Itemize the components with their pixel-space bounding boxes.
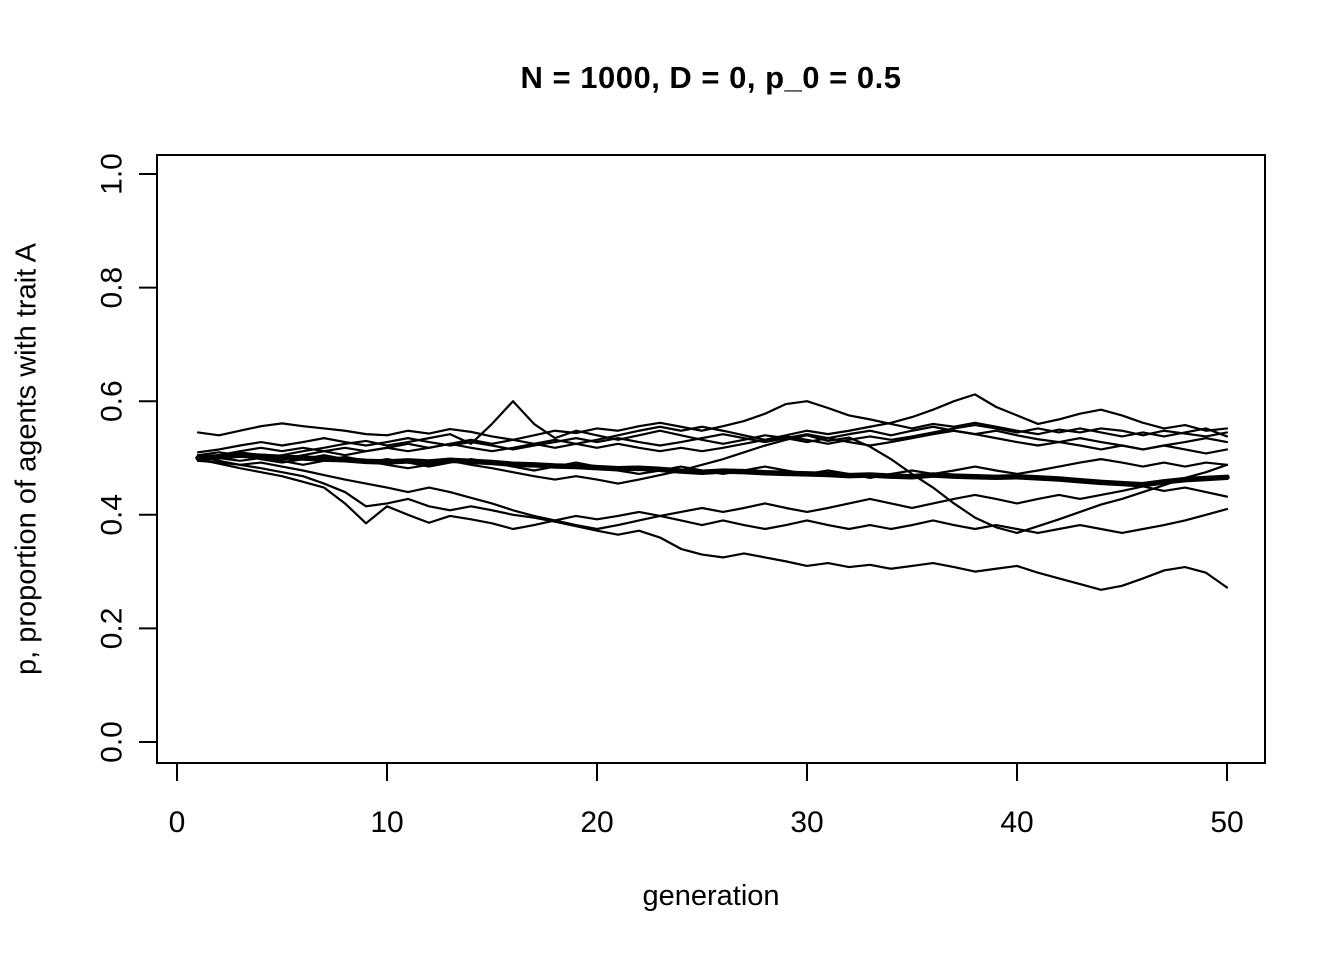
chart-title: N = 1000, D = 0, p_0 = 0.5 (520, 60, 902, 95)
x-tick-label: 20 (580, 806, 613, 839)
simulation-run-line (196, 459, 1229, 591)
simulation-run-line (196, 423, 1229, 460)
y-tick-label: 0.0 (96, 721, 129, 763)
simulation-run-line (196, 400, 1229, 441)
x-tick-label: 30 (790, 806, 823, 839)
plot-box (156, 154, 1266, 764)
x-tick-label: 0 (169, 806, 186, 839)
y-tick-label: 0.8 (96, 267, 129, 309)
x-tick-label: 50 (1210, 806, 1243, 839)
mean-line (195, 452, 1230, 488)
y-tick-label: 0.4 (96, 494, 129, 536)
y-tick-label: 0.6 (96, 380, 129, 422)
simulation-run-line (196, 429, 1229, 455)
simulation-run-line (196, 458, 1229, 535)
x-tick-label: 40 (1000, 806, 1033, 839)
y-tick-label: 0.2 (96, 608, 129, 650)
simulation-run-line (196, 455, 1229, 522)
y-tick-label: 1.0 (96, 153, 129, 195)
x-axis-label: generation (642, 880, 780, 912)
x-tick-label: 10 (370, 806, 403, 839)
y-axis-label: p, proportion of agents with trait A (10, 242, 43, 676)
